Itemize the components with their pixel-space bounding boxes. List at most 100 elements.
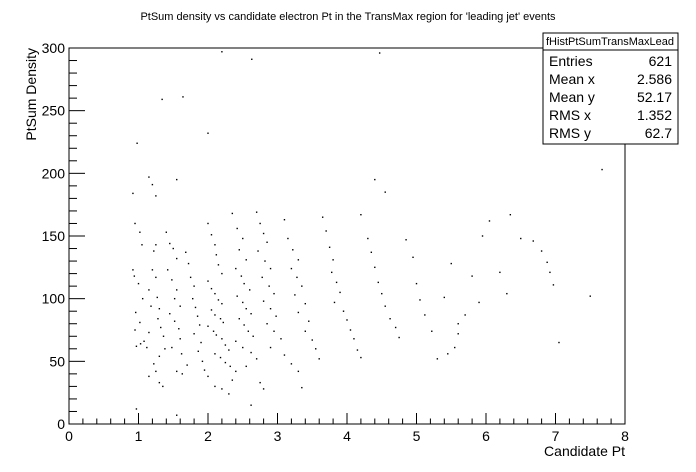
x-axis-label: Candidate Pt	[544, 443, 625, 459]
scatter-point	[193, 333, 195, 335]
scatter-point	[243, 324, 245, 326]
scatter-point	[214, 385, 216, 388]
scatter-point	[134, 329, 136, 331]
scatter-point	[235, 370, 237, 373]
scatter-point	[259, 222, 261, 225]
scatter-point	[304, 330, 306, 332]
scatter-point	[166, 269, 169, 271]
scatter-point	[419, 299, 421, 301]
scatter-point	[176, 370, 178, 373]
scatter-point	[171, 279, 173, 281]
plot-frame	[68, 47, 626, 425]
scatter-point	[143, 340, 145, 342]
scatter-point	[217, 264, 220, 266]
scatter-point	[398, 336, 400, 339]
scatter-point	[194, 306, 197, 309]
scatter-point	[506, 292, 508, 295]
x-axis-tick-labels: 0 1 2 3 4 5 6 7 8	[65, 428, 629, 444]
scatter-point	[214, 292, 216, 295]
scatter-point	[161, 98, 163, 101]
scatter-point	[133, 275, 136, 277]
scatter-point	[242, 301, 244, 304]
x-axis-ticks	[68, 413, 626, 424]
scatter-point	[132, 192, 134, 195]
scatter-point	[169, 313, 171, 315]
stats-row-value: 2.586	[637, 71, 672, 87]
scatter-point	[245, 259, 247, 261]
scatter-point	[292, 249, 294, 251]
scatter-point	[176, 289, 178, 291]
scatter-point	[135, 311, 137, 314]
scatter-point	[148, 375, 150, 378]
x-tick-label: 0	[65, 428, 73, 444]
scatter-point	[601, 168, 603, 171]
scatter-point	[259, 381, 261, 384]
scatter-point	[290, 267, 293, 270]
stats-row-value: 62.7	[645, 125, 672, 141]
scatter-point	[431, 330, 433, 332]
scatter-points	[132, 51, 603, 416]
scatter-point	[207, 375, 209, 378]
scatter-point	[180, 353, 183, 355]
scatter-point	[349, 329, 352, 331]
scatter-point	[165, 231, 167, 233]
scatter-point	[250, 313, 252, 315]
scatter-point	[405, 239, 407, 241]
scatter-point	[509, 213, 512, 216]
scatter-point	[210, 287, 213, 290]
scatter-point	[155, 195, 157, 197]
scatter-point	[464, 314, 466, 316]
scatter-point	[221, 302, 223, 305]
scatter-point	[135, 345, 138, 347]
scatter-point	[488, 220, 491, 222]
scatter-point	[236, 295, 238, 297]
scatter-point	[217, 299, 220, 301]
y-axis-label: PtSum Density	[23, 48, 39, 141]
scatter-point	[162, 335, 165, 337]
scatter-point	[207, 325, 209, 327]
scatter-point	[172, 247, 174, 250]
scatter-point	[207, 132, 209, 134]
scatter-point	[381, 292, 383, 295]
scatter-point	[262, 232, 265, 235]
scatter-point	[360, 213, 362, 216]
scatter-point	[262, 388, 265, 390]
scatter-point	[148, 176, 150, 178]
chart-title: PtSum density vs candidate electron Pt i…	[140, 11, 556, 23]
scatter-point	[176, 414, 178, 416]
scatter-point	[367, 237, 369, 240]
scatter-point	[214, 244, 216, 246]
scatter-point	[176, 257, 178, 260]
scatter-point	[283, 354, 286, 356]
scatter-point	[187, 262, 190, 265]
scatter-point	[261, 276, 263, 279]
scatter-point	[481, 235, 484, 237]
scatter-point	[141, 244, 143, 246]
scatter-point	[264, 260, 266, 262]
scatter-point	[214, 353, 216, 355]
scatter-point	[268, 285, 270, 287]
scatter-point	[158, 381, 161, 384]
scatter-point	[210, 234, 213, 236]
scatter-point	[443, 296, 445, 299]
scatter-point	[179, 305, 181, 307]
stats-row-value: 621	[649, 53, 673, 69]
scatter-point	[156, 296, 158, 299]
scatter-point	[297, 370, 300, 373]
scatter-point	[182, 96, 184, 98]
scatter-point	[333, 301, 336, 304]
x-tick-label: 7	[552, 428, 560, 444]
scatter-point	[243, 282, 245, 285]
scatter-point	[242, 237, 244, 240]
scatter-point	[252, 335, 254, 337]
scatter-point	[238, 318, 240, 320]
scatter-point	[137, 282, 140, 285]
scatter-point	[215, 254, 218, 256]
scatter-point	[269, 346, 272, 349]
scatter-point	[238, 249, 240, 251]
scatter-point	[454, 346, 456, 349]
stats-row-value: 1.352	[637, 107, 672, 123]
scatter-point	[235, 267, 237, 270]
scatter-point	[222, 321, 224, 324]
scatter-point	[294, 294, 296, 296]
